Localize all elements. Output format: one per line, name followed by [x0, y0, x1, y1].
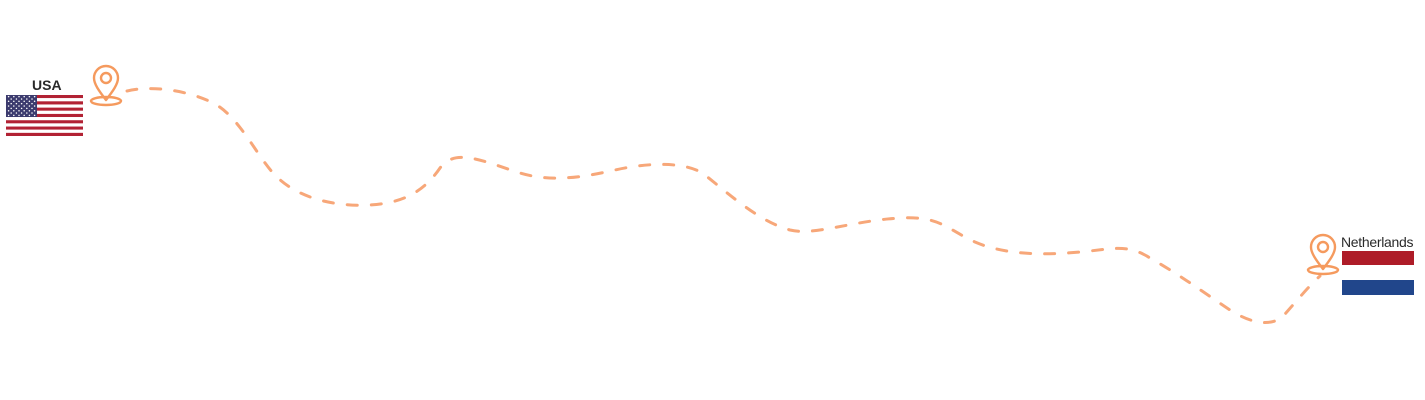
usa-flag-star — [15, 107, 18, 110]
usa-flag-star — [10, 107, 12, 110]
destination-pin-icon — [1306, 233, 1340, 276]
netherlands-flag-red-stripe — [1342, 251, 1414, 265]
usa-flag-star — [7, 105, 10, 107]
usa-flag-star — [33, 114, 36, 117]
usa-flag-star — [7, 114, 10, 117]
usa-flag-stripe — [6, 101, 83, 105]
usa-flag-star — [26, 112, 28, 114]
destination-pin-base — [1306, 264, 1340, 276]
usa-flag-star — [10, 102, 12, 105]
origin-pin-dot — [99, 71, 113, 85]
usa-flag-star — [15, 112, 18, 114]
usa-flag-stripes — [6, 95, 83, 136]
destination-pin-marker — [1309, 233, 1337, 271]
usa-flag-stripe — [6, 110, 83, 114]
usa-flag-icon — [6, 95, 83, 136]
usa-flag-stripe — [6, 120, 83, 124]
usa-flag-stripe — [6, 132, 83, 136]
usa-flag-stars — [7, 95, 36, 117]
usa-flag-star — [18, 109, 20, 112]
usa-flag-star — [18, 95, 20, 98]
usa-flag-star — [23, 109, 25, 112]
usa-flag-canton — [6, 95, 37, 117]
usa-flag-stripe — [6, 104, 83, 108]
destination-country-label: Netherlands — [1341, 234, 1414, 250]
usa-flag-star — [33, 109, 36, 112]
usa-flag-star — [18, 114, 20, 117]
usa-flag-star — [26, 107, 28, 110]
usa-flag-star — [26, 102, 28, 105]
usa-flag-star — [7, 109, 10, 112]
usa-flag-stripe — [6, 107, 83, 111]
origin-country-label: USA — [32, 77, 62, 93]
usa-flag-star — [28, 95, 31, 98]
netherlands-flag-white-stripe — [1342, 265, 1414, 280]
usa-flag-star — [28, 109, 31, 112]
usa-flag-star — [26, 98, 28, 100]
usa-flag-star — [23, 95, 25, 98]
usa-flag-star — [13, 114, 15, 117]
usa-flag-star — [13, 95, 15, 98]
usa-flag-star — [15, 98, 18, 100]
origin-pin-marker — [92, 64, 120, 102]
usa-flag-stripe — [6, 113, 83, 118]
usa-flag-star — [20, 102, 23, 105]
usa-flag-stripe — [6, 123, 83, 127]
usa-flag-stripe — [6, 98, 83, 102]
usa-flag-star — [31, 107, 33, 110]
origin-pin-icon — [89, 64, 123, 107]
usa-flag-star — [31, 102, 33, 105]
usa-flag-star — [23, 114, 25, 117]
usa-flag-star — [7, 95, 10, 98]
usa-flag-star — [28, 105, 31, 107]
usa-flag-stripe — [6, 117, 83, 121]
usa-flag-star — [20, 112, 23, 114]
usa-flag-star — [15, 102, 18, 105]
usa-flag-star — [13, 109, 15, 112]
usa-flag-star — [20, 98, 23, 100]
usa-flag-star — [23, 100, 25, 103]
usa-flag-star — [33, 105, 36, 107]
usa-flag-star — [28, 114, 31, 117]
usa-flag-star — [7, 100, 10, 103]
usa-flag-star — [18, 100, 20, 103]
usa-flag-star — [18, 105, 20, 107]
usa-flag-star — [13, 100, 15, 103]
usa-flag-star — [28, 100, 31, 103]
usa-flag-star — [33, 95, 36, 98]
usa-flag-star — [20, 107, 23, 110]
usa-flag-stripe — [6, 129, 83, 133]
usa-flag-star — [23, 105, 25, 107]
usa-flag-star — [10, 112, 12, 114]
usa-flag-stripe — [6, 95, 83, 99]
netherlands-flag-icon — [1342, 251, 1414, 295]
route-path — [125, 87, 1322, 325]
origin-pin-base — [89, 95, 123, 107]
netherlands-flag-blue-stripe — [1342, 280, 1414, 295]
usa-flag-star — [31, 98, 33, 100]
usa-flag-star — [13, 105, 15, 107]
destination-pin-dot — [1316, 240, 1330, 254]
usa-flag-star — [10, 98, 12, 100]
usa-flag-star — [33, 100, 36, 103]
usa-flag-stripe — [6, 126, 83, 130]
usa-flag-star — [31, 112, 33, 114]
